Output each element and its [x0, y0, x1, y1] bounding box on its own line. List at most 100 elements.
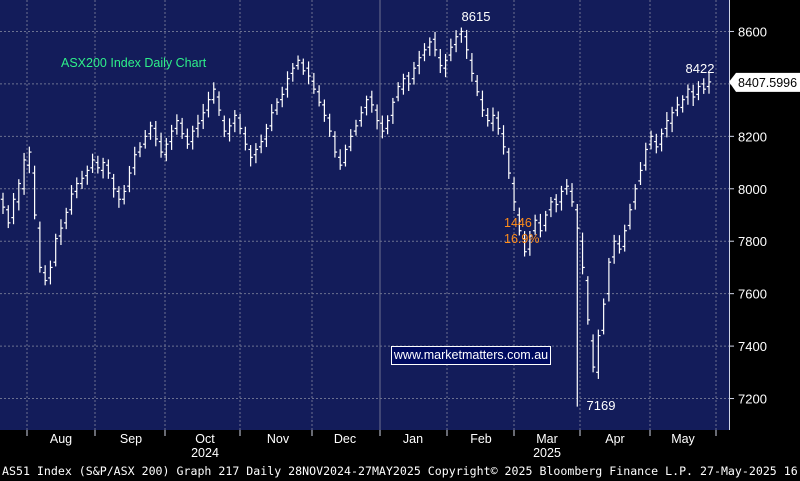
- ohlc-bar: [675, 96, 680, 117]
- ohlc-bar: [185, 128, 190, 149]
- ohlc-bar: [306, 61, 311, 85]
- ohlc-bar: [648, 130, 654, 150]
- ohlc-bar: [343, 144, 348, 167]
- x-tick-label: Oct: [195, 432, 215, 446]
- ohlc-bar: [669, 106, 675, 133]
- ohlc-bar: [538, 213, 543, 238]
- ohlc-bar: [511, 177, 517, 212]
- ohlc-bar: [21, 152, 27, 195]
- x-tick-label: Sep: [120, 432, 142, 446]
- ohlc-bar: [453, 30, 459, 53]
- ohlc-bar: [353, 119, 359, 136]
- ohlc-bar: [359, 106, 364, 127]
- ohlc-bar: [448, 38, 454, 62]
- x-tick-label: Jan: [403, 432, 423, 446]
- ohlc-bar: [464, 29, 469, 59]
- x-tick-label: Aug: [50, 432, 72, 446]
- ohlc-bar: [269, 104, 274, 132]
- ohlc-bar: [143, 130, 148, 149]
- website-watermark[interactable]: www.marketmatters.com.au: [391, 346, 551, 365]
- ohlc-bar: [301, 58, 306, 75]
- ohlc-bar: [427, 37, 432, 56]
- ohlc-bar: [611, 234, 617, 264]
- ohlc-bar: [496, 111, 501, 135]
- x-tick-label: Mar: [536, 432, 558, 446]
- chart-title: ASX200 Index Daily Chart: [61, 56, 207, 70]
- ohlc-bar: [706, 72, 712, 94]
- ohlc-bar: [385, 115, 390, 135]
- ohlc-bar: [243, 126, 248, 151]
- high-label: 8615: [462, 9, 491, 24]
- ohlc-bar: [227, 118, 232, 142]
- ohlc-bar: [638, 162, 643, 185]
- ohlc-bar: [48, 260, 53, 285]
- ohlc-bar: [179, 117, 185, 139]
- ohlc-bar: [659, 128, 664, 152]
- ohlc-bar: [0, 192, 6, 215]
- ohlc-bar: [132, 146, 137, 176]
- x-year-label: 2025: [533, 446, 561, 460]
- ohlc-bar: [680, 95, 685, 113]
- ohlc-bar: [601, 298, 606, 335]
- ohlc-bar: [253, 143, 259, 164]
- ohlc-bar: [116, 186, 122, 208]
- ohlc-bar: [380, 115, 385, 139]
- ohlc-bar: [37, 221, 43, 273]
- ohlc-bar: [480, 90, 485, 117]
- ohlc-bar: [11, 193, 16, 225]
- ohlc-bar: [485, 108, 490, 127]
- ohlc-bar: [575, 204, 580, 407]
- ohlc-bar: [169, 124, 174, 150]
- x-tick-label: Feb: [470, 432, 492, 446]
- ohlc-bar: [137, 142, 143, 158]
- ohlc-bar: [158, 132, 164, 158]
- x-tick-label: May: [671, 432, 695, 446]
- ohlc-bar: [258, 134, 264, 154]
- ohlc-bar: [232, 110, 238, 133]
- ohlc-bar: [580, 232, 585, 275]
- y-tick-label: 8200: [738, 129, 767, 144]
- ohlc-bar: [590, 334, 596, 373]
- ohlc-bar: [443, 53, 448, 78]
- ohlc-bar: [85, 165, 90, 185]
- ohlc-bar: [206, 91, 211, 118]
- ohlc-bar: [617, 235, 622, 254]
- ohlc-bar: [622, 224, 627, 252]
- last-price-tag: 8407.5996: [729, 72, 800, 92]
- ohlc-bar: [569, 183, 575, 207]
- bloomberg-footer: AS51 Index (S&P/ASX 200) Graph 217 Daily…: [0, 461, 800, 481]
- y-tick-label: 7600: [738, 287, 767, 302]
- x-tick-label: Apr: [605, 432, 624, 446]
- ohlc-bar: [401, 73, 406, 95]
- plot-area: [0, 0, 729, 430]
- ohlc-bar: [337, 149, 343, 170]
- y-tick-label: 7400: [738, 339, 767, 354]
- ohlc-bar: [417, 50, 422, 75]
- ohlc-bar: [369, 90, 375, 113]
- x-axis-panel: [0, 430, 800, 461]
- ohlc-bar: [195, 114, 201, 138]
- ohlc-bar: [111, 173, 116, 198]
- ohlc-bar: [274, 98, 280, 115]
- ohlc-bar: [606, 257, 612, 302]
- ohlc-bar: [643, 142, 648, 171]
- ohlc-bar: [16, 179, 22, 211]
- ohlc-bar: [527, 230, 533, 256]
- ohlc-bar: [285, 71, 290, 98]
- ohlc-bar: [559, 185, 564, 211]
- ohlc-bar: [190, 125, 195, 150]
- ohlc-bar: [395, 82, 401, 102]
- ohlc-bar: [522, 231, 527, 257]
- ohlc-bar: [411, 61, 417, 85]
- ohlc-bar: [316, 85, 322, 107]
- ohlc-bar: [506, 147, 511, 179]
- y-axis-panel: [729, 0, 800, 430]
- y-tick-label: 8600: [738, 24, 767, 39]
- ohlc-bar: [174, 114, 180, 135]
- ohlc-bar: [27, 146, 32, 174]
- ohlc-bar: [280, 86, 285, 108]
- move-points-label: 1446: [504, 216, 532, 230]
- ohlc-bar: [53, 233, 58, 267]
- ohlc-bar: [364, 95, 369, 116]
- x-tick-label: Nov: [267, 432, 290, 446]
